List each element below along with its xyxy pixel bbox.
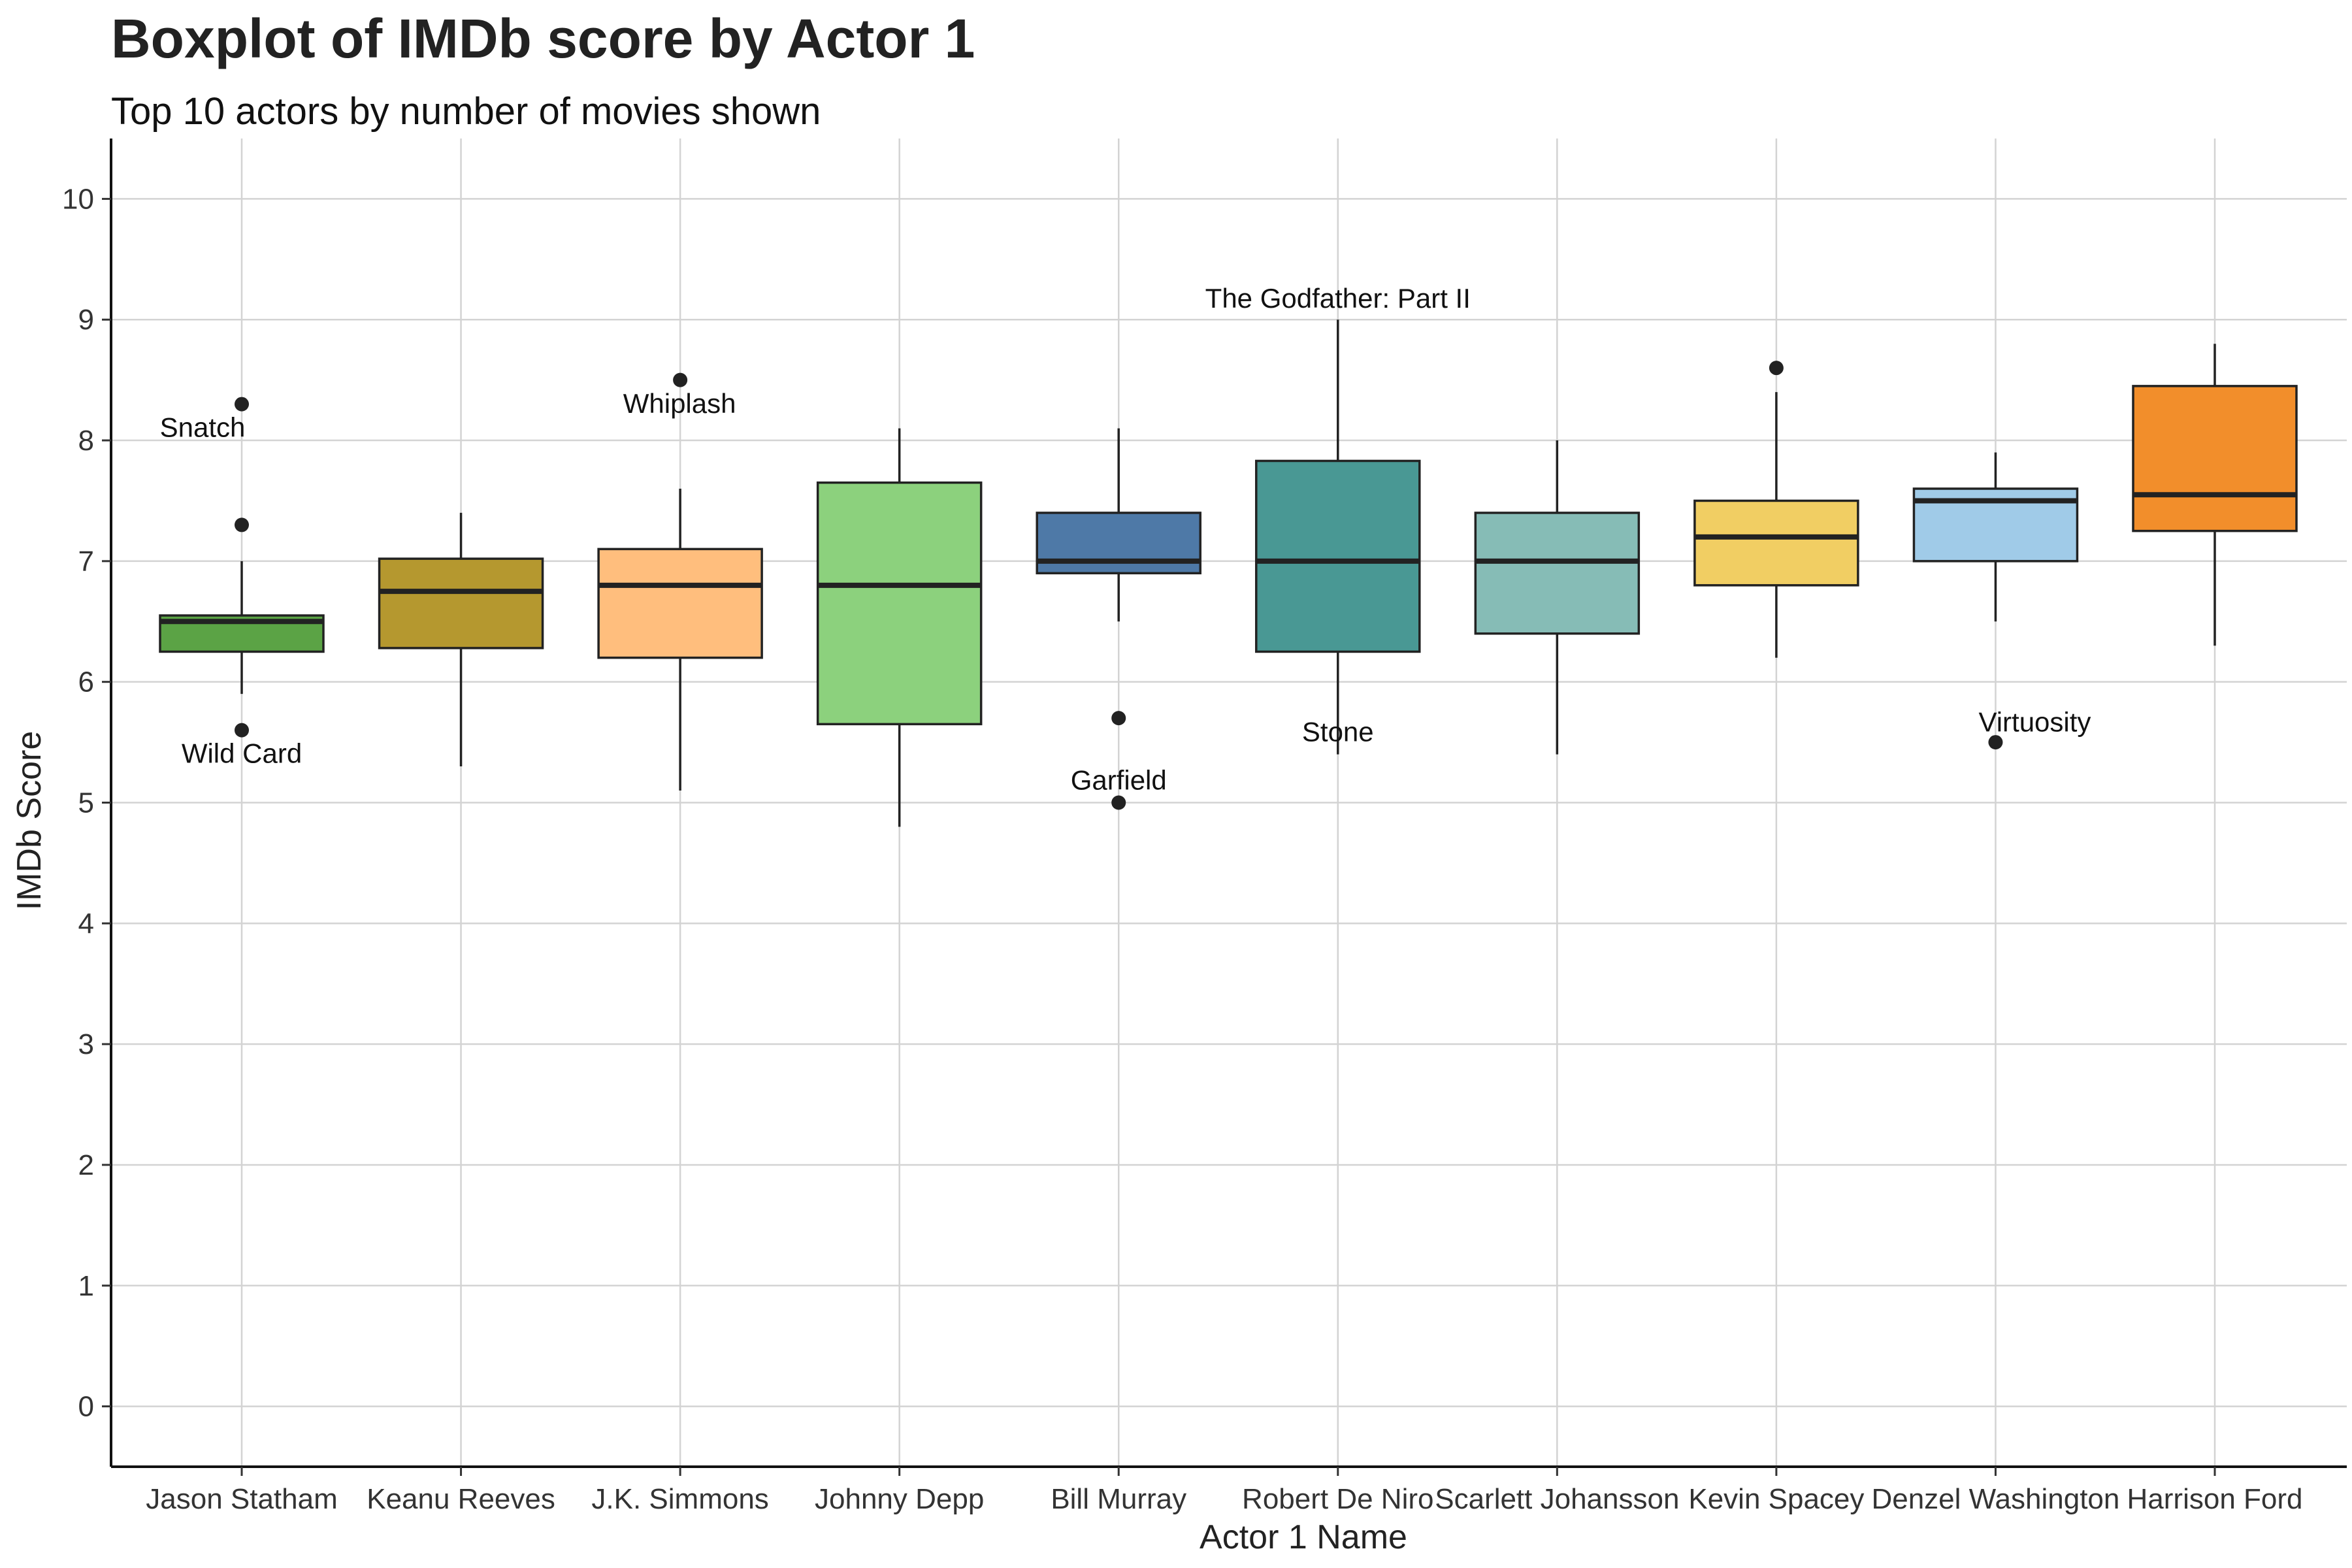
y-tick-label: 8 [78, 425, 94, 457]
box-keanu-reeves [378, 512, 544, 767]
box-j-k-simmons [597, 372, 763, 791]
grid-lines [111, 139, 2347, 1467]
y-tick-label: 5 [78, 787, 94, 819]
x-tick-label: Denzel Washington [1871, 1483, 2119, 1515]
y-tick-label: 9 [78, 304, 94, 336]
outlier-point [673, 372, 688, 387]
outlier-annotation: The Godfather: Part II [1205, 283, 1471, 314]
outlier-point [235, 397, 249, 412]
x-tick-label: Keanu Reeves [367, 1483, 555, 1515]
iqr-box [1474, 512, 1641, 635]
y-tick-label: 10 [62, 183, 94, 215]
outlier-annotation: Garfield [1071, 764, 1167, 795]
outlier-annotation: Snatch [160, 412, 246, 443]
outlier-point [1988, 735, 2003, 750]
x-tick-label: Bill Murray [1051, 1483, 1186, 1515]
x-tick-label: Jason Statham [146, 1483, 338, 1515]
y-tick-label: 2 [78, 1149, 94, 1181]
box-jason-statham [159, 397, 325, 738]
outlier-point [1111, 795, 1126, 810]
iqr-box [2132, 385, 2298, 532]
box-kevin-spacey [1693, 361, 1859, 658]
iqr-box [1255, 459, 1421, 653]
x-tick-label: Johnny Depp [815, 1483, 984, 1515]
x-tick-label: Scarlett Johansson [1435, 1483, 1679, 1515]
iqr-box [816, 481, 983, 726]
box-denzel-washington [1912, 452, 2079, 750]
x-tick-label: J.K. Simmons [591, 1483, 768, 1515]
box-robert-de-niro [1255, 319, 1421, 755]
iqr-box [597, 547, 763, 659]
outlier-annotation: Whiplash [623, 388, 736, 419]
outlier-annotation: Stone [1302, 716, 1374, 747]
outlier-point [1769, 361, 1784, 376]
outlier-annotation: Virtuosity [1978, 707, 2091, 738]
outlier-annotation: Wild Card [182, 738, 302, 769]
x-tick-label: Robert De Niro [1242, 1483, 1433, 1515]
box-johnny-depp [816, 428, 983, 827]
y-tick-label: 0 [78, 1391, 94, 1423]
y-axis-title: IMDb Score [10, 731, 48, 911]
outlier-point [1111, 711, 1126, 726]
chart-subtitle: Top 10 actors by number of movies shown [111, 90, 821, 133]
x-tick-label: Harrison Ford [2127, 1483, 2303, 1515]
outlier-point [235, 517, 249, 532]
box-scarlett-johansson [1474, 440, 1641, 755]
box-harrison-ford [2132, 344, 2298, 646]
y-tick-label: 7 [78, 546, 94, 578]
iqr-box [1036, 512, 1201, 575]
y-tick-label: 3 [78, 1028, 94, 1060]
chart-title: Boxplot of IMDb score by Actor 1 [111, 8, 975, 69]
y-axis-ticks: 0 1 2 3 4 5 6 7 8 9 10 [62, 183, 111, 1423]
y-tick-label: 6 [78, 666, 94, 698]
outlier-point [235, 723, 249, 738]
outlier-annotations: Snatch Wild Card Whiplash Garfield The Godfa… [160, 283, 2091, 795]
x-axis-title: Actor 1 Name [1200, 1518, 1407, 1556]
iqr-box [378, 557, 544, 649]
x-axis-ticks: Jason Statham Keanu Reeves J.K. Simmons Joh… [146, 1467, 2302, 1515]
x-tick-label: Kevin Spacey [1688, 1483, 1864, 1515]
box-bill-murray [1036, 428, 1201, 810]
y-tick-label: 1 [78, 1270, 94, 1302]
iqr-box [1693, 499, 1859, 587]
box-series [159, 319, 2298, 827]
y-tick-label: 4 [78, 907, 94, 939]
